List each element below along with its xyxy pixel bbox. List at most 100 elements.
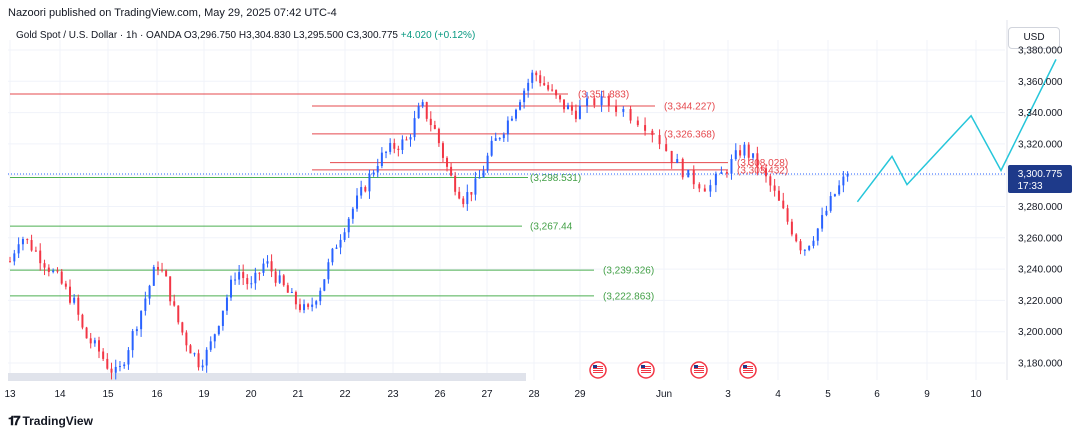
candle-body — [205, 349, 208, 366]
candle-body — [401, 139, 404, 150]
candle-body — [270, 261, 273, 272]
candle-body — [756, 153, 759, 168]
flag-stripe — [743, 368, 753, 369]
candle-body — [539, 75, 542, 84]
candle-body — [527, 82, 530, 91]
event-markers — [589, 361, 757, 379]
candle-body — [347, 218, 350, 233]
candle-body — [795, 234, 798, 242]
candle-body — [825, 210, 828, 216]
candle-body — [425, 102, 428, 119]
candle-body — [551, 89, 554, 91]
flag-canton — [743, 365, 747, 368]
candle-body — [303, 304, 306, 311]
tradingview-logo-icon: 𝟏𝟕 — [8, 413, 21, 428]
candle-body — [769, 176, 772, 186]
candle-body — [254, 272, 257, 284]
candle-body — [574, 110, 577, 119]
x-tick-label: 13 — [4, 389, 16, 400]
candle-body — [478, 177, 481, 179]
candle-body — [127, 350, 130, 365]
x-tick-label: 28 — [528, 389, 540, 400]
flag-stripe — [694, 366, 704, 367]
support-label: (3,239.326) — [603, 266, 654, 277]
candle-body — [433, 125, 436, 129]
candle-body — [21, 239, 24, 245]
candle-body — [165, 270, 168, 277]
us-flag-icon — [690, 361, 708, 379]
flag-stripe — [694, 370, 704, 371]
candle-body — [454, 175, 457, 192]
candle-body — [821, 215, 824, 229]
candle-body — [339, 239, 342, 248]
flag-canton — [593, 365, 597, 368]
candle-body — [490, 140, 493, 156]
candle-body — [519, 102, 522, 110]
publisher-line: Nazoori published on TradingView.com, Ma… — [8, 7, 337, 19]
candle-body — [181, 322, 184, 333]
candle-body — [278, 275, 281, 283]
candle-body — [17, 244, 20, 254]
currency-selector[interactable]: USD — [1008, 27, 1060, 49]
close-value: 3,300.775 — [353, 30, 399, 41]
candle-body — [734, 150, 737, 160]
candle-body — [676, 158, 679, 164]
candle-body — [64, 283, 67, 287]
candle-body — [161, 269, 164, 271]
y-tick-label: 3,240.000 — [1018, 265, 1063, 276]
y-tick-label: 3,380.000 — [1018, 46, 1063, 57]
high-label: H — [238, 30, 247, 41]
x-tick-label: 22 — [339, 389, 351, 400]
candle-body — [405, 139, 408, 141]
candle-body — [258, 272, 261, 274]
candle-body — [760, 167, 763, 169]
candle-body — [356, 195, 359, 209]
flag-stripe — [641, 370, 651, 371]
candle-body — [681, 158, 684, 178]
flag-stripe — [694, 368, 704, 369]
resistance-label: (3,308.028) — [737, 158, 788, 169]
candle-body — [829, 196, 832, 211]
candle-body — [730, 159, 733, 174]
flag-stripe — [743, 372, 753, 373]
candle-body — [201, 365, 204, 368]
resistance-label: (3,303.432) — [737, 165, 788, 176]
candle-body — [474, 178, 477, 195]
candle-body — [77, 297, 80, 315]
x-tick-label: 5 — [825, 389, 831, 400]
candle-body — [34, 250, 37, 252]
flag-stripe — [593, 366, 603, 367]
candle-body — [458, 191, 461, 199]
candle-body — [89, 338, 92, 344]
flag-stripe — [694, 372, 704, 373]
candle-body — [570, 105, 573, 111]
projection-path — [856, 59, 1057, 203]
candle-body — [812, 240, 815, 246]
x-tick-label: 29 — [574, 389, 586, 400]
candle-body — [389, 142, 392, 152]
candle-body — [615, 105, 618, 112]
candle-body — [343, 232, 346, 240]
candle-body — [703, 188, 706, 192]
candle-body — [26, 239, 29, 241]
candle-body — [177, 305, 180, 323]
support-label: (3,222.863) — [603, 291, 654, 302]
x-tick-label: 27 — [481, 389, 493, 400]
close-label: C — [346, 30, 354, 41]
change-value: +4.020 (+0.12%) — [400, 30, 476, 41]
candle-body — [250, 283, 253, 285]
candle-body — [274, 271, 277, 283]
candle-body — [73, 297, 76, 303]
candle-body — [566, 105, 569, 110]
candle-body — [152, 266, 155, 286]
candle-body — [739, 150, 742, 156]
tradingview-footer: 𝟏𝟕 TradingView — [8, 413, 93, 429]
candle-body — [368, 174, 371, 192]
candle-body — [441, 143, 444, 158]
candle-body — [315, 301, 318, 305]
candle-body — [510, 118, 513, 121]
resistance-label: (3,344.227) — [664, 101, 715, 112]
candle-body — [360, 187, 363, 196]
candle-body — [665, 144, 668, 151]
